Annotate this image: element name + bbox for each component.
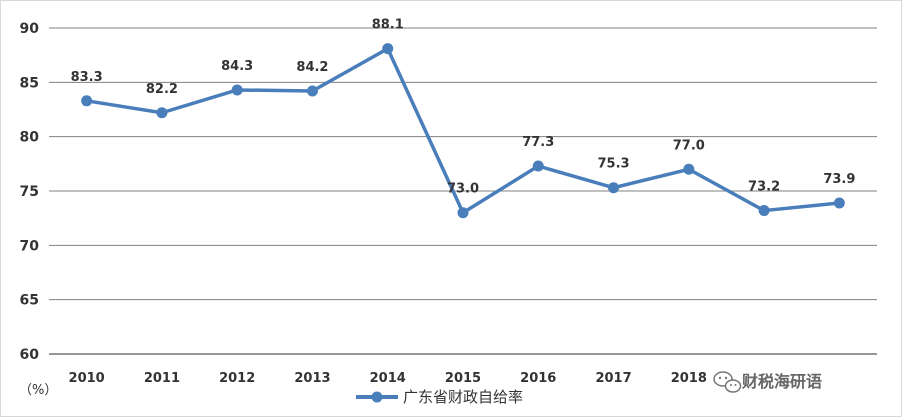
- wechat-icon: [713, 371, 742, 393]
- data-point: [156, 107, 168, 119]
- data-label: 73.0: [447, 182, 479, 197]
- gridlines: [49, 27, 877, 355]
- x-tick-label: 2016: [520, 371, 556, 386]
- data-label: 75.3: [598, 157, 630, 172]
- x-tick-label: 2014: [370, 371, 406, 386]
- data-label: 88.1: [372, 18, 404, 33]
- data-label: 73.2: [748, 180, 780, 195]
- data-labels: 83.3 82.2 84.3 84.2 88.1 73.0 77.3 75.3 77.0 73.2…: [71, 18, 856, 197]
- data-point: [382, 43, 394, 55]
- data-label: 82.2: [146, 82, 178, 97]
- y-tick-label: 85: [20, 75, 39, 91]
- x-axis-ticks: 2010 2011 2012 2013 2014 2015 2016 2017 2018: [69, 371, 707, 386]
- legend-label: 广东省财政自给率: [403, 388, 523, 406]
- x-tick-label: 2017: [595, 371, 631, 386]
- data-point: [608, 182, 620, 194]
- y-tick-label: 70: [20, 238, 40, 254]
- x-tick-label: 2015: [445, 371, 481, 386]
- watermark-text: 财税海研语: [741, 372, 822, 391]
- data-point: [81, 95, 93, 107]
- legend-dot-marker: [371, 391, 383, 403]
- data-label: 77.0: [673, 138, 705, 153]
- data-label: 77.3: [522, 135, 554, 150]
- y-unit-label: （%）: [19, 383, 57, 398]
- x-tick-label: 2013: [294, 371, 330, 386]
- data-point: [457, 207, 469, 219]
- y-tick-label: 75: [20, 184, 39, 200]
- y-tick-label: 80: [20, 130, 40, 146]
- y-axis-ticks: 60 65 70 75 80 85 90: [20, 21, 40, 363]
- watermark: 财税海研语: [713, 371, 822, 393]
- data-label: 84.3: [221, 59, 253, 74]
- legend: 广东省财政自给率: [356, 388, 523, 406]
- data-label: 83.3: [71, 70, 103, 85]
- x-tick-label: 2010: [69, 371, 105, 386]
- data-label: 73.9: [823, 172, 855, 187]
- data-label: 84.2: [296, 60, 328, 75]
- x-tick-label: 2012: [219, 371, 255, 386]
- data-point: [833, 197, 845, 209]
- data-point: [683, 163, 695, 175]
- x-tick-label: 2018: [671, 371, 707, 386]
- data-point: [758, 205, 770, 217]
- y-tick-label: 65: [20, 293, 39, 309]
- data-point: [306, 85, 318, 97]
- x-tick-label: 2011: [144, 371, 180, 386]
- y-tick-label: 90: [20, 21, 40, 37]
- series-layer: [81, 43, 845, 219]
- y-tick-label: 60: [20, 347, 40, 363]
- data-point: [532, 160, 544, 172]
- data-point: [231, 84, 243, 96]
